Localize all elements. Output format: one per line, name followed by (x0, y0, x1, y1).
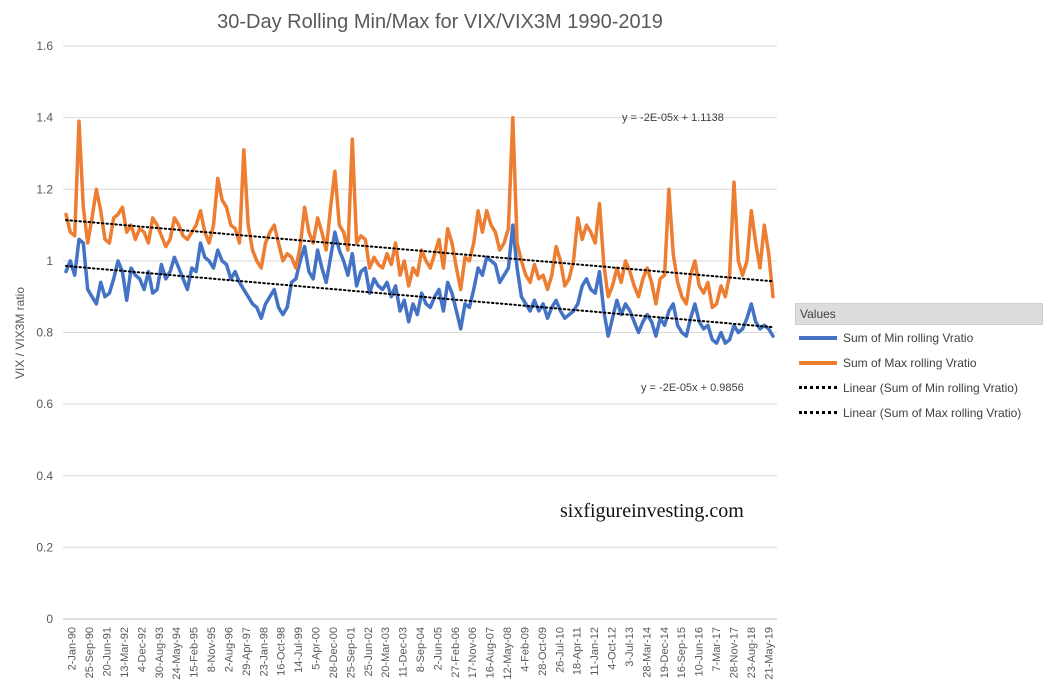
y-tick-label: 1.2 (36, 182, 53, 196)
x-tick-label: 18-Apr-11 (572, 627, 584, 675)
x-tick-label: 23-Jan-98 (258, 627, 270, 677)
legend-item-max[interactable]: Sum of Max rolling Vratio (795, 350, 1043, 375)
legend-label-min: Sum of Min rolling Vratio (843, 330, 974, 345)
x-tick-label: 4-Oct-12 (607, 627, 619, 670)
x-tick-label: 4-Dec-92 (136, 627, 148, 672)
series-layer (64, 115, 775, 345)
x-tick-label: 16-Sep-15 (676, 627, 688, 678)
y-tick-label: 0.8 (36, 326, 53, 340)
x-tick-label: 16-Aug-07 (485, 627, 497, 678)
y-axis-ticks: 0 0.2 0.4 0.6 0.8 1 1.2 1.4 1.6 (36, 39, 53, 626)
x-tick-label: 28-Dec-00 (328, 627, 340, 678)
x-tick-label: 11-Dec-03 (398, 627, 410, 678)
x-tick-label: 19-Dec-14 (659, 627, 671, 678)
y-tick-label: 1.4 (36, 111, 53, 125)
x-tick-label: 8-Nov-95 (206, 627, 218, 672)
gridlines (63, 45, 777, 620)
legend-swatch-max-trend (799, 411, 837, 414)
x-tick-label: 23-Aug-18 (746, 627, 758, 678)
x-tick-label: 26-Jul-10 (554, 627, 566, 673)
legend-item-max-trend[interactable]: Linear (Sum of Max rolling Vratio) (795, 400, 1043, 425)
series-line-0 (64, 223, 775, 345)
legend-label-max: Sum of Max rolling Vratio (843, 355, 977, 370)
x-tick-label: 4-Feb-09 (519, 627, 531, 672)
legend-title: Values (795, 303, 1043, 325)
chart-title: 30-Day Rolling Min/Max for VIX/VIX3M 199… (217, 11, 663, 33)
x-tick-label: 28-Oct-09 (537, 627, 549, 676)
x-tick-label: 27-Feb-06 (450, 627, 462, 678)
x-tick-label: 2-Jan-90 (67, 627, 79, 670)
x-tick-label: 2-Jun-05 (432, 627, 444, 670)
x-tick-label: 7-Mar-17 (711, 627, 723, 672)
x-tick-label: 20-Jun-91 (102, 627, 114, 677)
x-tick-label: 20-Mar-03 (380, 627, 392, 678)
y-tick-label: 0.4 (36, 469, 53, 483)
y-tick-label: 0.6 (36, 397, 53, 411)
series-line-3 (65, 219, 774, 283)
legend-swatch-min-trend (799, 386, 837, 389)
max-trendline-equation: y = -2E-05x + 1.1138 (622, 112, 724, 124)
x-tick-label: 14-Jul-99 (293, 627, 305, 673)
series-line-1 (64, 115, 775, 310)
y-tick-label: 1 (46, 254, 53, 268)
legend-swatch-min (799, 335, 837, 340)
x-tick-label: 25-Sep-01 (345, 627, 357, 678)
y-tick-label: 1.6 (36, 39, 53, 53)
legend-label-min-trend: Linear (Sum of Min rolling Vratio) (843, 380, 1018, 395)
min-trendline-equation: y = -2E-05x + 0.9856 (641, 382, 744, 394)
y-tick-label: 0 (46, 612, 53, 626)
x-tick-label: 3-Jul-13 (624, 627, 636, 667)
x-tick-label: 29-Apr-97 (241, 627, 253, 676)
x-tick-label: 12-May-08 (502, 627, 514, 680)
x-tick-label: 15-Feb-95 (189, 627, 201, 678)
x-tick-label: 25-Jun-02 (363, 627, 375, 677)
x-tick-label: 28-Mar-14 (641, 627, 653, 678)
y-tick-label: 0.2 (36, 540, 53, 554)
x-tick-label: 16-Oct-98 (276, 627, 288, 676)
legend: Values Sum of Min rolling Vratio Sum of … (795, 303, 1043, 425)
x-tick-label: 21-May-19 (763, 627, 775, 680)
x-tick-label: 25-Sep-90 (84, 627, 96, 678)
legend-item-min[interactable]: Sum of Min rolling Vratio (795, 325, 1043, 350)
legend-item-min-trend[interactable]: Linear (Sum of Min rolling Vratio) (795, 375, 1043, 400)
x-tick-label: 13-Mar-92 (119, 627, 131, 678)
x-tick-label: 17-Nov-06 (467, 627, 479, 678)
x-tick-label: 24-May-94 (171, 627, 183, 680)
series-line-2 (65, 265, 774, 329)
x-tick-label: 8-Sep-04 (415, 627, 427, 672)
y-axis-label: VIX / VIX3M ratio (13, 287, 27, 379)
legend-label-max-trend: Linear (Sum of Max rolling Vratio) (843, 405, 1022, 420)
x-tick-label: 10-Jun-16 (694, 627, 706, 677)
x-tick-label: 5-Apr-00 (311, 627, 323, 670)
legend-swatch-max (799, 360, 837, 365)
x-tick-label: 11-Jan-12 (589, 627, 601, 676)
x-tick-label: 28-Nov-17 (728, 627, 740, 678)
watermark: sixfigureinvesting.com (560, 500, 744, 522)
x-tick-label: 2-Aug-96 (223, 627, 235, 672)
x-tick-label: 30-Aug-93 (154, 627, 166, 678)
x-axis-ticks: 2-Jan-90 25-Sep-90 20-Jun-91 13-Mar-92 4-Dec… (67, 627, 776, 680)
